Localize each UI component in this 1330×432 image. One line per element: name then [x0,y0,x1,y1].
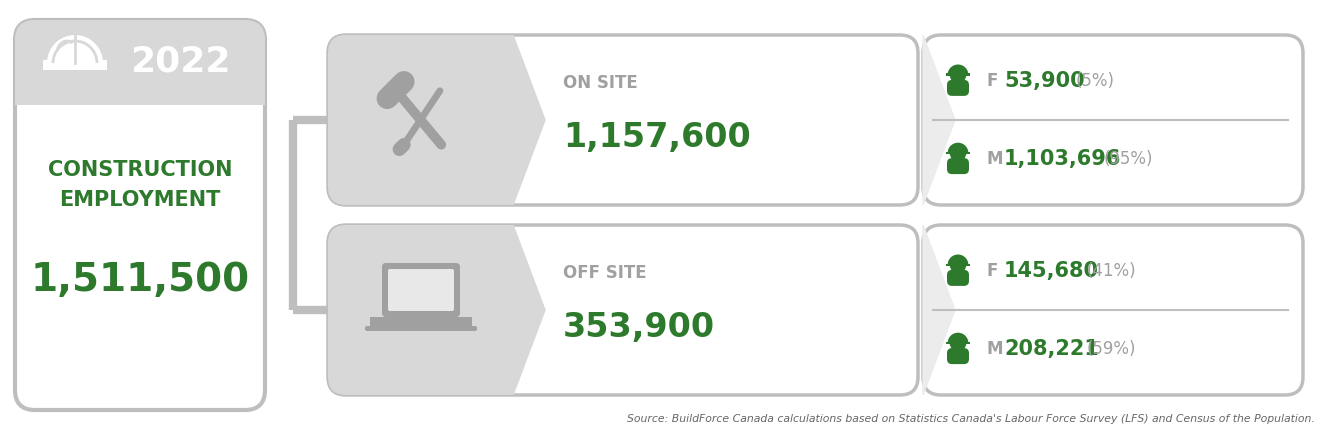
Text: EMPLOYMENT: EMPLOYMENT [60,190,221,210]
FancyBboxPatch shape [15,20,265,410]
FancyBboxPatch shape [364,326,477,331]
FancyBboxPatch shape [329,225,513,395]
Circle shape [951,67,966,83]
Text: 208,221: 208,221 [1004,339,1099,359]
Bar [946,342,970,344]
Text: M: M [986,150,1003,168]
Circle shape [951,336,966,351]
Polygon shape [923,35,955,205]
Polygon shape [923,225,955,395]
Text: 2022: 2022 [130,45,230,79]
FancyBboxPatch shape [329,225,918,395]
Bar [495,225,513,395]
Text: 1,157,600: 1,157,600 [563,121,750,153]
Text: (59%): (59%) [1087,340,1137,358]
FancyBboxPatch shape [923,225,1303,395]
Bar [495,35,513,205]
Polygon shape [513,225,545,395]
Text: (5%): (5%) [1076,72,1115,90]
FancyBboxPatch shape [382,263,460,317]
FancyBboxPatch shape [947,158,970,174]
Wedge shape [947,64,968,75]
Text: F: F [986,262,998,280]
Text: F: F [986,72,998,90]
FancyBboxPatch shape [923,35,1303,205]
Bar [43,60,106,70]
Wedge shape [47,35,102,63]
Text: 145,680: 145,680 [1004,261,1099,281]
FancyBboxPatch shape [388,269,454,311]
Text: ON SITE: ON SITE [563,73,638,92]
Text: CONSTRUCTION: CONSTRUCTION [48,160,233,180]
Wedge shape [947,143,968,153]
Text: 1,511,500: 1,511,500 [31,261,250,299]
Wedge shape [947,254,968,265]
Bar [15,63,265,105]
FancyBboxPatch shape [947,348,970,364]
Text: M: M [986,340,1003,358]
Bar [370,317,472,329]
Circle shape [951,257,966,273]
FancyBboxPatch shape [329,35,513,205]
Text: Source: BuildForce Canada calculations based on Statistics Canada's Labour Force: Source: BuildForce Canada calculations b… [628,414,1315,424]
FancyBboxPatch shape [15,20,265,105]
FancyBboxPatch shape [947,270,970,286]
FancyBboxPatch shape [329,35,918,205]
Polygon shape [513,35,545,205]
Bar [946,73,970,76]
Bar [946,152,970,154]
Text: 1,103,696: 1,103,696 [1004,149,1121,169]
Text: OFF SITE: OFF SITE [563,264,646,282]
Text: (95%): (95%) [1104,150,1153,168]
Text: 353,900: 353,900 [563,311,716,343]
Bar [946,264,970,266]
Wedge shape [947,333,968,343]
Text: (41%): (41%) [1087,262,1137,280]
FancyBboxPatch shape [947,80,970,96]
Text: 53,900: 53,900 [1004,71,1085,91]
Circle shape [951,146,966,161]
